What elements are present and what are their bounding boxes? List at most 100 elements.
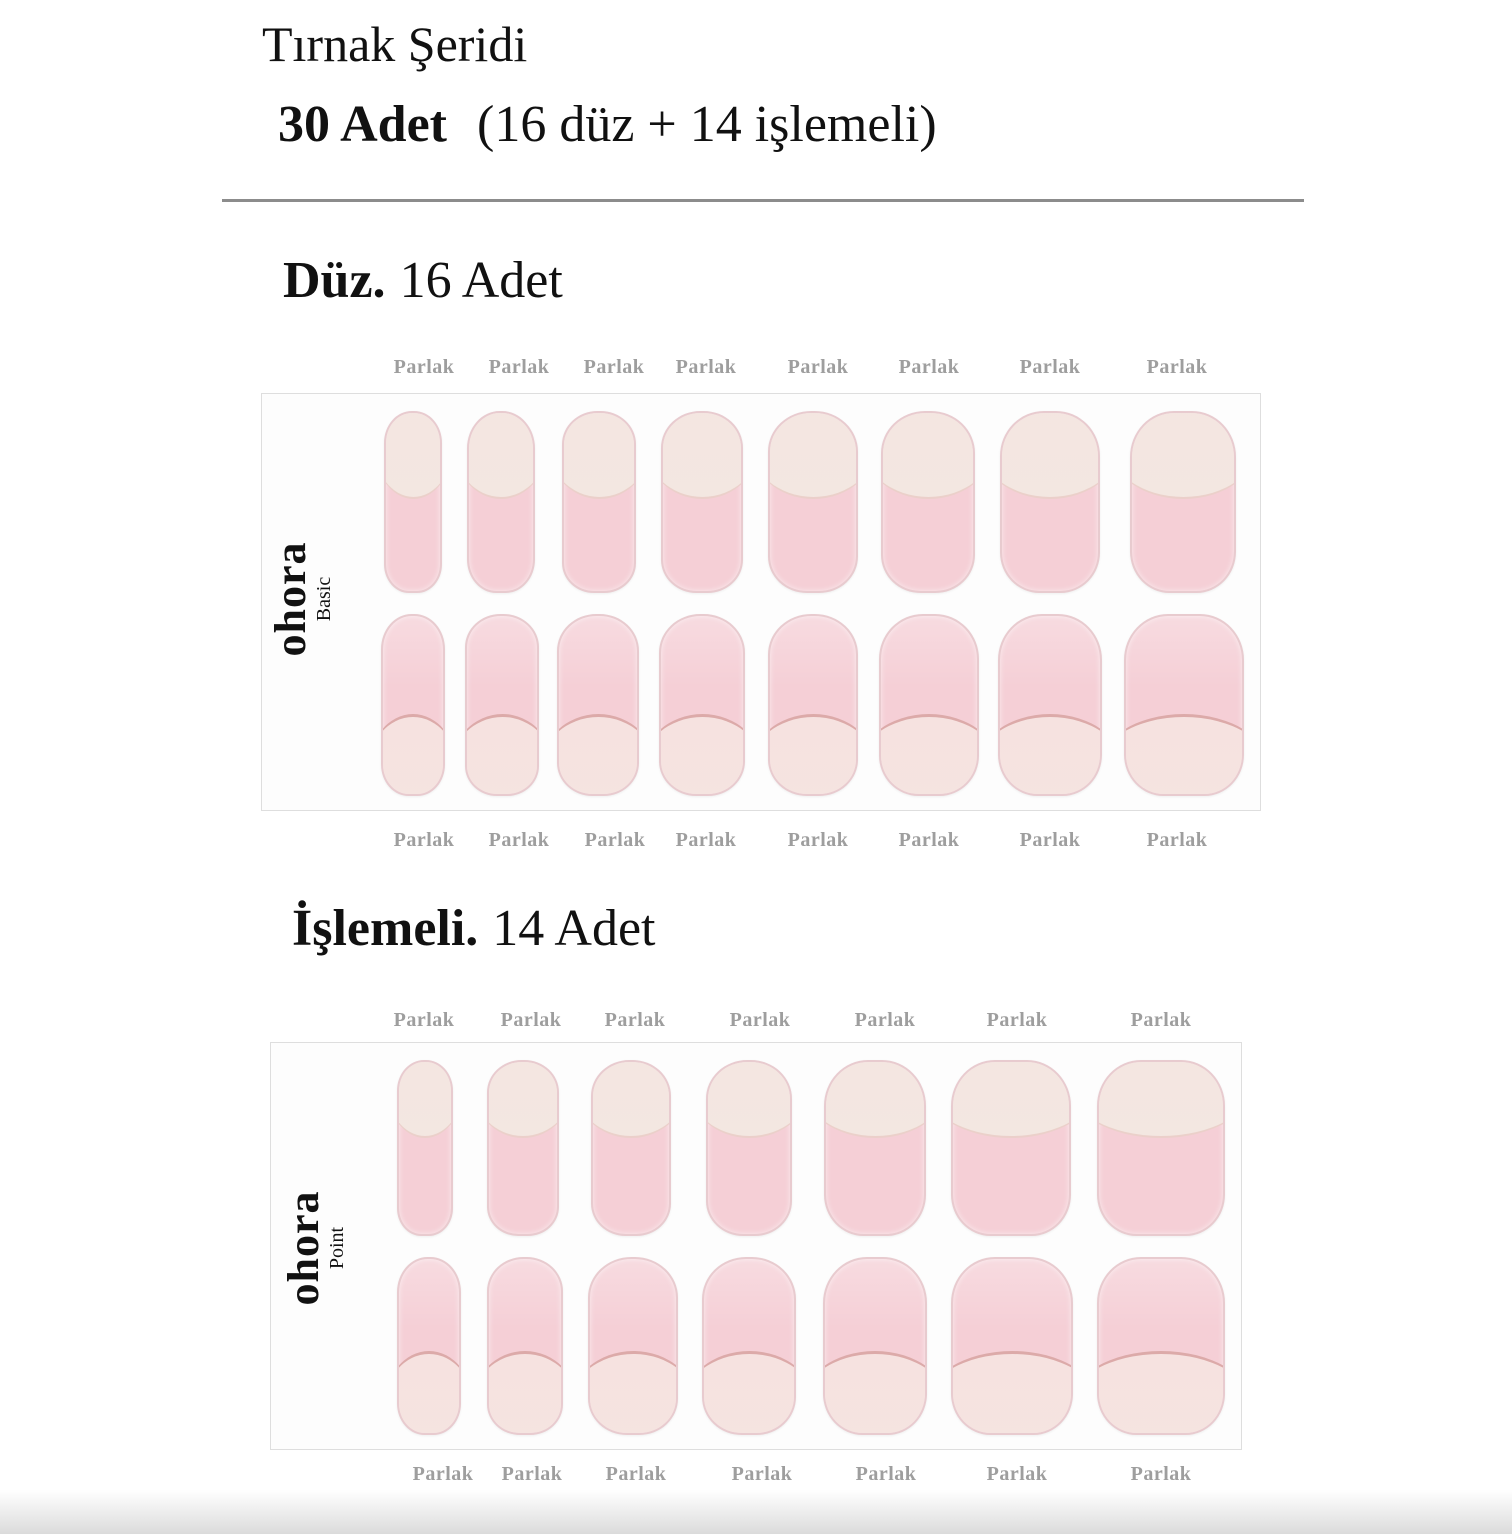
nail-sticker <box>768 614 858 796</box>
nail-tip <box>881 714 977 794</box>
bottom-shadow <box>0 1490 1512 1534</box>
finish-label: Parlak <box>1019 829 1081 851</box>
finish-label: Parlak <box>1146 356 1208 378</box>
nail-tip <box>1132 413 1234 500</box>
nail-tip <box>399 1351 459 1433</box>
finish-label: Parlak <box>1130 1463 1192 1485</box>
finish-label: Parlak <box>855 1463 917 1485</box>
nail-sticker <box>881 411 975 593</box>
section-title-pattern-count: 14 Adet <box>492 900 656 957</box>
nail-sticker <box>1097 1060 1225 1236</box>
finish-label: Parlak <box>583 356 645 378</box>
nail-sticker <box>951 1257 1073 1435</box>
finish-label: Parlak <box>393 356 455 378</box>
nail-tip <box>383 714 443 794</box>
nail-sheet-plain: ohora Basic <box>261 393 1261 811</box>
nail-sticker <box>487 1060 559 1236</box>
divider <box>222 199 1304 202</box>
nail-tip <box>708 1062 790 1139</box>
finish-label: Parlak <box>1019 356 1081 378</box>
nail-tip <box>953 1062 1069 1139</box>
nail-sticker <box>1000 411 1100 593</box>
nail-sticker <box>487 1257 563 1435</box>
nail-tip <box>825 1351 925 1433</box>
nail-tip <box>564 413 634 500</box>
finish-label: Parlak <box>729 1009 791 1031</box>
nail-sticker <box>588 1257 678 1435</box>
finish-label: Parlak <box>1130 1009 1192 1031</box>
nail-sticker <box>557 614 639 796</box>
brand-line: Basic <box>313 576 335 622</box>
nail-tip <box>1000 714 1100 794</box>
nail-sticker <box>397 1060 453 1236</box>
strip-count: 30 Adet (16 düz + 14 işlemeli) <box>278 92 937 158</box>
finish-label: Parlak <box>898 356 960 378</box>
nail-sticker <box>879 614 979 796</box>
nail-sticker <box>951 1060 1071 1236</box>
nail-tip <box>559 714 637 794</box>
page-title: Tırnak Şeridi <box>262 16 528 72</box>
finish-label: Parlak <box>393 829 455 851</box>
finish-label: Parlak <box>731 1463 793 1485</box>
finish-label: Parlak <box>605 1463 667 1485</box>
finish-label: Parlak <box>488 356 550 378</box>
finish-label: Parlak <box>854 1009 916 1031</box>
nail-tip <box>590 1351 676 1433</box>
nail-tip <box>1099 1062 1223 1139</box>
nail-tip <box>1126 714 1242 794</box>
nail-sticker <box>998 614 1102 796</box>
nail-tip <box>661 714 743 794</box>
brand-logo: ohora Point <box>279 1168 372 1328</box>
nail-sticker <box>659 614 745 796</box>
finish-label: Parlak <box>898 829 960 851</box>
nail-tip <box>1002 413 1098 500</box>
strip-count-detail: (16 düz + 14 işlemeli) <box>477 96 937 153</box>
nail-sticker <box>706 1060 792 1236</box>
brand-name: ohora <box>266 541 315 657</box>
finish-label: Parlak <box>986 1463 1048 1485</box>
nail-tip <box>953 1351 1071 1433</box>
nail-sticker <box>1097 1257 1225 1435</box>
finish-label: Parlak <box>1146 829 1208 851</box>
nail-sticker <box>661 411 743 593</box>
finish-label: Parlak <box>675 829 737 851</box>
finish-label: Parlak <box>986 1009 1048 1031</box>
nail-tip <box>883 413 973 500</box>
nail-sticker <box>384 411 442 593</box>
section-title-plain-bold: Düz. <box>283 252 386 309</box>
nail-tip <box>663 413 741 500</box>
nail-tip <box>1099 1351 1223 1433</box>
finish-label: Parlak <box>500 1009 562 1031</box>
nail-tip <box>469 413 533 500</box>
nail-sticker <box>1124 614 1244 796</box>
nail-sticker <box>397 1257 461 1435</box>
finish-label: Parlak <box>393 1009 455 1031</box>
brand-logo: ohora Basic <box>266 519 359 679</box>
nail-sticker <box>823 1257 927 1435</box>
nail-sticker <box>824 1060 926 1236</box>
section-title-pattern: İşlemeli. 14 Adet <box>292 896 656 962</box>
finish-label: Parlak <box>412 1463 474 1485</box>
finish-label: Parlak <box>604 1009 666 1031</box>
nail-tip <box>593 1062 669 1139</box>
nail-sticker <box>562 411 636 593</box>
nail-tip <box>399 1062 451 1139</box>
brand-line: Point <box>326 1226 348 1270</box>
nail-tip <box>467 714 537 794</box>
nail-sheet-pattern: ohora Point <box>270 1042 1242 1450</box>
strip-count-total: 30 Adet <box>278 96 447 153</box>
nail-sticker <box>1130 411 1236 593</box>
nail-sticker <box>381 614 445 796</box>
finish-label: Parlak <box>584 829 646 851</box>
nail-tip <box>489 1351 561 1433</box>
nail-tip <box>386 413 440 500</box>
nail-sticker <box>465 614 539 796</box>
section-title-plain-count: 16 Adet <box>399 252 563 309</box>
section-title-plain: Düz. 16 Adet <box>283 248 563 314</box>
finish-label: Parlak <box>488 829 550 851</box>
section-title-pattern-bold: İşlemeli. <box>292 900 479 957</box>
nail-tip <box>826 1062 924 1139</box>
nail-tip <box>704 1351 794 1433</box>
nail-sticker <box>702 1257 796 1435</box>
nail-sticker <box>591 1060 671 1236</box>
